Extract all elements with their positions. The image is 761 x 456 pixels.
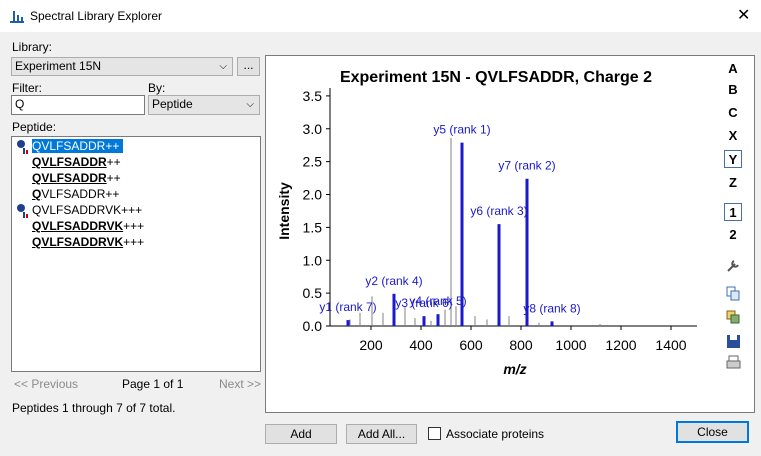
ion-toggle[interactable]: 2 (729, 227, 737, 242)
y-tick-label: 0.5 (303, 285, 323, 301)
peptide-match: QVLFSADDRVK (32, 235, 124, 249)
peptide-row[interactable]: QVLFSADDR++ (14, 171, 259, 186)
peptide-row[interactable]: QVLFSADDRVK+++ (14, 235, 259, 250)
y-tick-label: 2.0 (303, 187, 323, 203)
peptide-row[interactable]: QVLFSADDR++ (14, 155, 259, 170)
y-tick-label: 2.5 (303, 154, 323, 170)
peptide-rest: QVLFSADDRVK+++ (32, 203, 143, 217)
library-label: Library: (12, 40, 53, 54)
library-combo[interactable]: Experiment 15N ⌵ (11, 57, 233, 76)
associate-label[interactable]: Associate proteins (446, 427, 545, 441)
x-tick-label: 400 (409, 337, 433, 353)
x-tick-label: 1400 (655, 337, 686, 353)
add-button[interactable]: Add (265, 424, 337, 444)
peptide-text: QVLFSADDR++ (32, 171, 121, 185)
peptide-rest: ++ (106, 155, 121, 169)
filter-label: Filter: (12, 81, 42, 95)
x-tick-label: 800 (509, 337, 533, 353)
ion-toggle[interactable]: 1 (724, 203, 742, 221)
x-tick-label: 1000 (555, 337, 586, 353)
peptide-match: QVLFSADDRVK (32, 219, 124, 233)
peak-label: y1 (rank 7) (319, 300, 376, 314)
ion-toggle[interactable]: Y (724, 150, 742, 168)
chart-title: Experiment 15N - QVLFSADDR, Charge 2 (340, 69, 652, 86)
peptide-text: QVLFSADDRVK+++ (32, 219, 144, 233)
y-tick-label: 1.5 (303, 219, 323, 235)
next-link[interactable]: Next >> (219, 377, 262, 391)
ion-toggle[interactable]: X (728, 128, 738, 143)
by-combo[interactable]: Peptide ⌵ (148, 95, 260, 115)
peak-label: y8 (rank 8) (523, 301, 580, 315)
peak-label: y3 (rank 6) (395, 296, 452, 310)
peak-label: y7 (rank 2) (498, 159, 555, 173)
filter-input[interactable]: Q (11, 95, 145, 115)
y-tick-label: 1.0 (303, 252, 323, 268)
toolbar-icons (726, 260, 741, 369)
status-text: Peptides 1 through 7 of 7 total. (12, 401, 176, 415)
ion-toggle[interactable]: C (728, 105, 738, 120)
x-tick-label: 600 (459, 337, 483, 353)
ion-toggle[interactable]: Z (729, 175, 737, 190)
peptide-row[interactable]: QVLFSADDR++ (14, 139, 259, 154)
y-tick-label: 0.0 (303, 318, 323, 334)
previous-link[interactable]: << Previous (14, 377, 79, 391)
peptide-match: QVLFSADDR (32, 155, 107, 169)
peptide-rest: QVLFSADDR++ (32, 139, 120, 153)
chart: Experiment 15N - QVLFSADDR, Charge 2 Inte… (276, 69, 697, 377)
peak-label: y5 (rank 1) (433, 123, 490, 137)
peptide-rest: VLFSADDR++ (41, 187, 120, 201)
x-axis-title: m/z (503, 361, 526, 377)
by-label: By: (148, 81, 166, 95)
page-indicator: Page 1 of 1 (122, 377, 184, 391)
close-x[interactable]: ✕ (737, 7, 751, 24)
close-button[interactable]: Close (676, 421, 749, 443)
peak-label: y4 (rank 5) (409, 294, 466, 308)
chart-panel (265, 55, 755, 413)
y-tick-label: 3.5 (303, 88, 323, 104)
library-value: Experiment 15N (15, 59, 102, 73)
peak-label: y2 (rank 4) (365, 274, 422, 288)
peptide-match: Q (32, 187, 42, 201)
peptide-list: QVLFSADDR++ QVLFSADDR++ QVLFSADDR++ QVLFSAD… (11, 136, 261, 372)
peptide-row[interactable]: QVLFSADDRVK+++ (14, 203, 259, 218)
peptide-text: QVLFSADDR++ (32, 155, 121, 169)
y-axis-title: Intensity (276, 182, 292, 240)
x-tick-label: 200 (359, 337, 383, 353)
x-tick-label: 1200 (605, 337, 636, 353)
mod-icon (17, 140, 28, 154)
peptide-rest: +++ (123, 219, 145, 233)
peptide-match: QVLFSADDR (32, 171, 107, 185)
by-value: Peptide (152, 97, 193, 111)
associate-checkbox[interactable] (428, 427, 441, 440)
peptide-text: QVLFSADDR++ (32, 139, 124, 153)
peptide-label: Peptide: (12, 120, 57, 134)
peak-label: y6 (rank 3) (470, 204, 527, 218)
window-title: Spectral Library Explorer (30, 9, 163, 23)
peptide-rest: ++ (106, 171, 121, 185)
peptide-text: QVLFSADDRVK+++ (32, 235, 144, 249)
ion-toggle[interactable]: B (728, 82, 738, 97)
ion-toggle[interactable]: A (728, 61, 738, 76)
browse-button[interactable]: ... (237, 57, 260, 76)
y-tick-label: 3.0 (303, 121, 323, 137)
peptide-row[interactable]: QVLFSADDR++ (14, 187, 259, 202)
mod-icon (17, 204, 28, 218)
add-all-button[interactable]: Add All... (346, 424, 417, 444)
peptide-row[interactable]: QVLFSADDRVK+++ (14, 219, 259, 234)
peptide-rest: +++ (123, 235, 145, 249)
peptide-text: QVLFSADDR++ (32, 187, 119, 201)
filter-value: Q (15, 97, 25, 111)
peptide-text: QVLFSADDRVK+++ (32, 203, 142, 217)
app-icon (10, 11, 24, 23)
title-bar: Spectral Library Explorer ✕ (0, 0, 761, 32)
